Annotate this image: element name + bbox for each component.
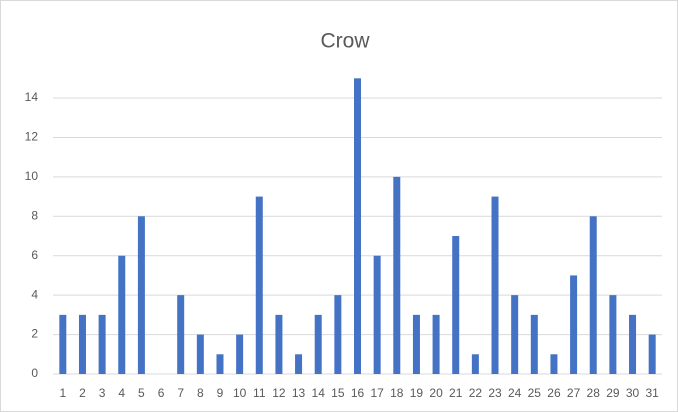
x-tick-label: 14 (312, 386, 326, 400)
x-tick-label: 23 (488, 386, 502, 400)
bar (177, 295, 185, 374)
x-tick-label: 19 (410, 386, 424, 400)
x-tick-label: 24 (508, 386, 522, 400)
x-tick-label: 4 (118, 386, 125, 400)
x-tick-label: 1 (59, 386, 66, 400)
x-tick-label: 10 (233, 386, 247, 400)
chart-title: Crow (320, 30, 370, 53)
x-tick-label: 12 (272, 386, 286, 400)
x-tick-label: 31 (645, 386, 659, 400)
y-tick-label: 10 (25, 169, 39, 183)
bar (648, 334, 656, 374)
bar (550, 354, 558, 374)
bar (589, 216, 597, 374)
x-tick-label: 15 (331, 386, 345, 400)
bar (118, 255, 126, 374)
y-tick-label: 0 (31, 366, 38, 380)
x-tick-label: 9 (217, 386, 224, 400)
x-tick-label: 22 (469, 386, 483, 400)
bar (334, 295, 342, 374)
x-tick-label: 2 (79, 386, 86, 400)
y-tick-label: 12 (25, 130, 39, 144)
bar (412, 314, 420, 374)
bar (471, 354, 479, 374)
x-tick-label: 13 (292, 386, 306, 400)
bar (98, 314, 106, 374)
x-tick-label: 16 (351, 386, 365, 400)
y-tick-label: 14 (25, 90, 39, 104)
y-tick-label: 2 (31, 327, 38, 341)
x-tick-label: 21 (449, 386, 463, 400)
bar (609, 295, 617, 374)
bar (275, 314, 283, 374)
bar (373, 255, 381, 374)
bar (452, 236, 460, 374)
x-tick-label: 26 (547, 386, 561, 400)
bar (295, 354, 303, 374)
bar (314, 314, 322, 374)
x-tick-label: 17 (370, 386, 384, 400)
bar (511, 295, 519, 374)
y-tick-label: 8 (31, 208, 38, 222)
x-tick-label: 28 (587, 386, 601, 400)
x-tick-label: 27 (567, 386, 581, 400)
x-tick-label: 30 (626, 386, 640, 400)
bar (354, 78, 361, 374)
bar (530, 314, 538, 374)
bar (570, 275, 578, 374)
x-tick-label: 25 (528, 386, 542, 400)
bar (59, 314, 67, 374)
bar (629, 314, 637, 374)
x-tick-label: 7 (177, 386, 184, 400)
x-tick-label: 11 (253, 386, 266, 400)
y-tick-label: 6 (31, 248, 38, 262)
x-tick-label: 6 (158, 386, 165, 400)
bar (255, 196, 263, 374)
x-tick-label: 29 (606, 386, 620, 400)
bar (78, 314, 86, 374)
bar (432, 314, 440, 374)
x-tick-label: 8 (197, 386, 204, 400)
x-tick-label: 18 (390, 386, 404, 400)
x-tick-label: 20 (429, 386, 443, 400)
bar (216, 354, 224, 374)
x-tick-label: 5 (138, 386, 145, 400)
x-tick-label: 3 (99, 386, 106, 400)
bar (137, 216, 145, 374)
y-tick-label: 4 (31, 287, 38, 301)
bar (236, 334, 244, 374)
bar (196, 334, 204, 374)
bar (393, 176, 401, 374)
bar (491, 196, 499, 374)
